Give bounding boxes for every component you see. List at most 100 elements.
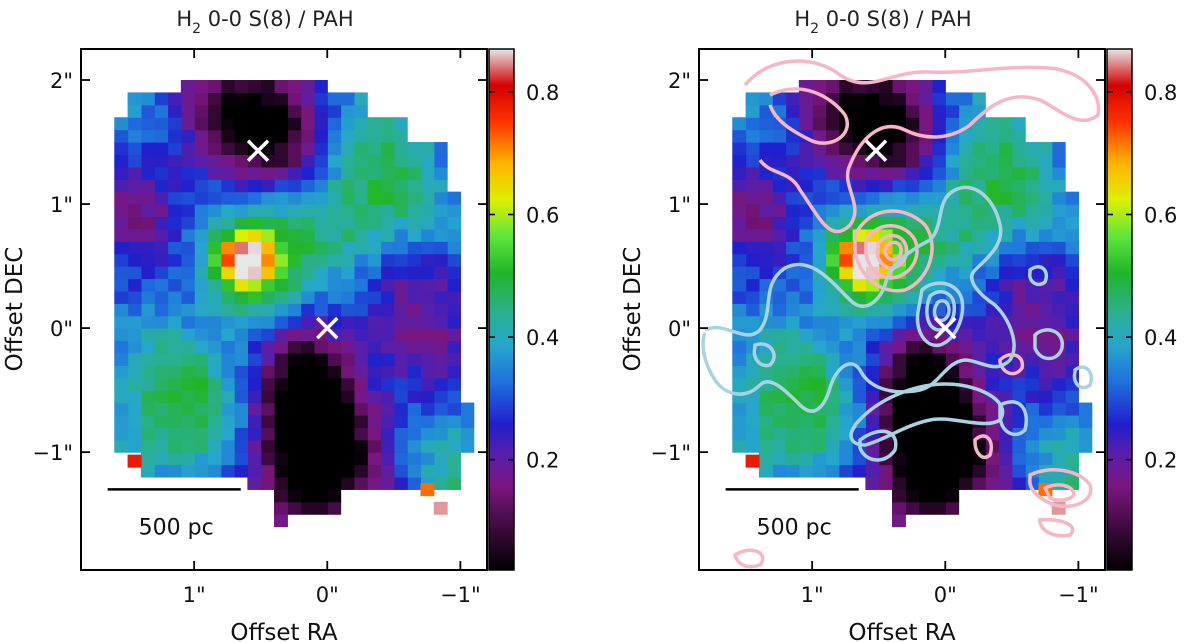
heatmap-cell bbox=[393, 452, 408, 466]
heatmap-cell bbox=[1078, 439, 1093, 453]
heatmap-cell bbox=[945, 452, 960, 466]
heatmap-cell bbox=[433, 241, 448, 255]
heatmap-cell bbox=[1065, 266, 1079, 280]
heatmap-cell bbox=[812, 427, 827, 441]
heatmap-cell bbox=[447, 290, 461, 304]
heatmap-cell bbox=[745, 92, 760, 106]
heatmap-cell bbox=[892, 179, 906, 193]
heatmap-cell bbox=[878, 80, 893, 94]
heatmap-cell bbox=[274, 464, 288, 478]
heatmap-cell bbox=[785, 278, 800, 292]
contour-line bbox=[864, 224, 919, 280]
heatmap-cell bbox=[1065, 303, 1079, 317]
heatmap-cell bbox=[447, 241, 461, 255]
heatmap-cell bbox=[300, 476, 315, 490]
heatmap-cell bbox=[945, 228, 960, 242]
heatmap-cell bbox=[971, 303, 986, 317]
heatmap-cell bbox=[154, 191, 169, 205]
heatmap-cell bbox=[407, 216, 422, 230]
heatmap-cell bbox=[353, 464, 368, 478]
heatmap-cell bbox=[327, 390, 342, 404]
heatmap-cell bbox=[420, 142, 435, 156]
heatmap-cell bbox=[732, 216, 747, 230]
heatmap-cell bbox=[447, 278, 461, 292]
heatmap-cell bbox=[460, 402, 475, 416]
heatmap-cell bbox=[274, 414, 288, 428]
heatmap-cell bbox=[167, 452, 182, 466]
heatmap-cell bbox=[878, 476, 893, 490]
heatmap-cell bbox=[127, 253, 142, 267]
heatmap-cell bbox=[447, 328, 461, 342]
heatmap-cell bbox=[998, 154, 1013, 168]
heatmap-cell bbox=[798, 216, 813, 230]
heatmap-cell bbox=[207, 439, 222, 453]
heatmap-cell bbox=[447, 253, 461, 267]
heatmap-cell bbox=[785, 303, 800, 317]
heatmap-cell bbox=[327, 464, 342, 478]
heatmap-cell bbox=[140, 290, 155, 304]
heatmap-cell bbox=[194, 228, 209, 242]
heatmap-cell bbox=[380, 228, 395, 242]
heatmap-cell bbox=[812, 390, 827, 404]
heatmap-cell bbox=[945, 489, 960, 503]
heatmap-cell bbox=[140, 278, 155, 292]
heatmap-cell bbox=[745, 278, 760, 292]
heatmap-cell bbox=[772, 92, 787, 106]
heatmap-cell bbox=[313, 80, 328, 94]
heatmap-cell bbox=[287, 390, 302, 404]
heatmap-cell bbox=[971, 129, 986, 143]
x-tick-label: −1" bbox=[1058, 583, 1099, 607]
heatmap-cell bbox=[420, 303, 435, 317]
heatmap-cell bbox=[785, 204, 800, 218]
heatmap-cell bbox=[998, 390, 1013, 404]
contour-line bbox=[768, 87, 849, 145]
heatmap-cell bbox=[945, 154, 960, 168]
heatmap-cell bbox=[247, 80, 262, 94]
heatmap-cell bbox=[812, 142, 827, 156]
heatmap-cell bbox=[180, 80, 195, 94]
heatmap-cell bbox=[260, 191, 275, 205]
contour-line bbox=[932, 299, 951, 323]
heatmap-cell bbox=[985, 228, 1000, 242]
heatmap-cell bbox=[892, 166, 906, 180]
heatmap-cell bbox=[207, 352, 222, 366]
heatmap-cell bbox=[154, 166, 169, 180]
panel-right: H2 0-0 S(8) / PAH bbox=[620, 7, 1177, 643]
heatmap-cell bbox=[247, 253, 262, 267]
heatmap-cell bbox=[838, 266, 853, 280]
heatmap-cell bbox=[140, 464, 155, 478]
heatmap-cell bbox=[798, 104, 813, 118]
heatmap-cell bbox=[732, 290, 747, 304]
heatmap-cell bbox=[758, 179, 773, 193]
x-tick-label: 1" bbox=[801, 583, 824, 607]
heatmap-cell bbox=[433, 179, 448, 193]
heatmap-cell bbox=[274, 352, 288, 366]
heatmap-cell bbox=[167, 166, 182, 180]
heatmap-cell bbox=[274, 476, 288, 490]
heatmap-cell bbox=[865, 315, 880, 329]
heatmap-cell bbox=[353, 228, 368, 242]
heatmap-cell bbox=[260, 452, 275, 466]
heatmap-cell bbox=[380, 439, 395, 453]
heatmap-cell bbox=[220, 117, 235, 131]
heatmap-cell bbox=[274, 166, 288, 180]
heatmap-cell bbox=[892, 365, 906, 379]
heatmap-cell bbox=[732, 117, 747, 131]
heatmap-cell bbox=[447, 377, 461, 391]
heatmap-cell bbox=[931, 266, 946, 280]
x-tick-label: 0" bbox=[316, 583, 339, 607]
heatmap-cell bbox=[852, 191, 866, 205]
heatmap-cell bbox=[353, 315, 368, 329]
heatmap-cell bbox=[353, 476, 368, 490]
heatmap-cell bbox=[207, 142, 222, 156]
heatmap-cell bbox=[878, 340, 893, 354]
heatmap-cell bbox=[167, 266, 182, 280]
y-tick-label: −1" bbox=[32, 441, 73, 465]
heatmap-cell bbox=[114, 315, 129, 329]
heatmap-cell bbox=[958, 402, 973, 416]
heatmap-cell bbox=[905, 92, 920, 106]
heatmap-cell bbox=[785, 464, 800, 478]
heatmap-cell bbox=[838, 328, 853, 342]
heatmap-cell bbox=[380, 241, 395, 255]
heatmap-cell bbox=[447, 365, 461, 379]
